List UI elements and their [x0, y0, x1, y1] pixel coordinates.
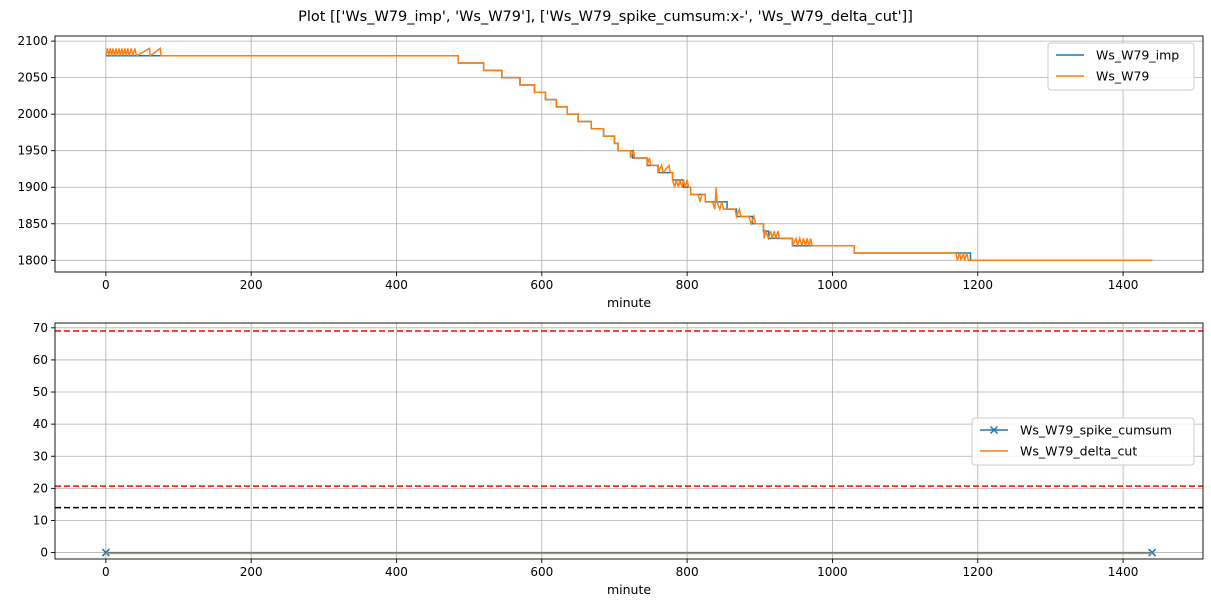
top-ytick-label: 1900 [17, 180, 48, 194]
top-xtick-label: 1000 [817, 278, 848, 292]
top-plot: 0 200 400 600 800 1000 1200 1400 1800 1850 1900 195… [17, 34, 1204, 310]
bottom-legend-label: Ws_W79_delta_cut [1020, 444, 1137, 459]
top-xtick-label: 600 [530, 278, 553, 292]
bottom-ytick-label: 50 [33, 385, 48, 399]
bottom-series-marker [101, 548, 110, 557]
bottom-ytick-label: 60 [33, 353, 48, 367]
bottom-xlabel: minute [607, 582, 651, 597]
bottom-legend-marker [989, 425, 999, 435]
bottom-ytick-label: 0 [40, 546, 48, 560]
bottom-series-marker [1148, 548, 1157, 557]
bottom-ytick-label: 40 [33, 417, 48, 431]
top-series-line-0 [105, 54, 1153, 262]
figure-title: Plot [['Ws_W79_imp', 'Ws_W79'], ['Ws_W79… [298, 9, 913, 25]
top-xtick-label: 0 [102, 278, 110, 292]
bottom-ytick-label: 10 [33, 513, 48, 527]
bottom-xtick-label: 1200 [962, 565, 993, 579]
bottom-legend [971, 417, 1195, 466]
bottom-legend-label: Ws_W79_spike_cumsum [1020, 423, 1172, 438]
bottom-ytick-label: 30 [33, 449, 48, 463]
bottom-xtick-label: 800 [676, 565, 699, 579]
bottom-ytick-label: 70 [33, 321, 48, 335]
bottom-xtick-label: 1000 [817, 565, 848, 579]
top-ytick-label: 1850 [17, 217, 48, 231]
bottom-xtick-label: 0 [102, 565, 110, 579]
top-ytick-label: 2050 [17, 71, 48, 85]
bottom-xtick-label: 200 [240, 565, 263, 579]
top-legend-label: Ws_W79_imp [1096, 48, 1179, 63]
top-xtick-label: 800 [676, 278, 699, 292]
top-ytick-label: 2000 [17, 107, 48, 121]
bottom-plot: 0 200 400 600 800 1000 1200 1400 0 10 20 30 40 50 60 70… [33, 321, 1204, 597]
top-ytick-label: 1800 [17, 253, 48, 267]
top-xtick-label: 200 [240, 278, 263, 292]
top-xtick-label: 400 [385, 278, 408, 292]
bottom-xtick-label: 400 [385, 565, 408, 579]
bottom-xtick-label: 600 [530, 565, 553, 579]
top-ytick-label: 1950 [17, 144, 48, 158]
bottom-xtick-label: 1400 [1108, 565, 1139, 579]
top-xlabel: minute [607, 295, 651, 310]
top-xtick-label: 1400 [1108, 278, 1139, 292]
top-legend-label: Ws_W79 [1096, 69, 1149, 84]
top-xtick-label: 1200 [962, 278, 993, 292]
bottom-axes-frame [54, 322, 1204, 560]
top-axes-frame [54, 35, 1204, 273]
top-legend [1047, 42, 1195, 91]
top-series-line-1 [105, 47, 1153, 262]
bottom-ytick-label: 20 [33, 481, 48, 495]
top-ytick-label: 2100 [17, 34, 48, 48]
